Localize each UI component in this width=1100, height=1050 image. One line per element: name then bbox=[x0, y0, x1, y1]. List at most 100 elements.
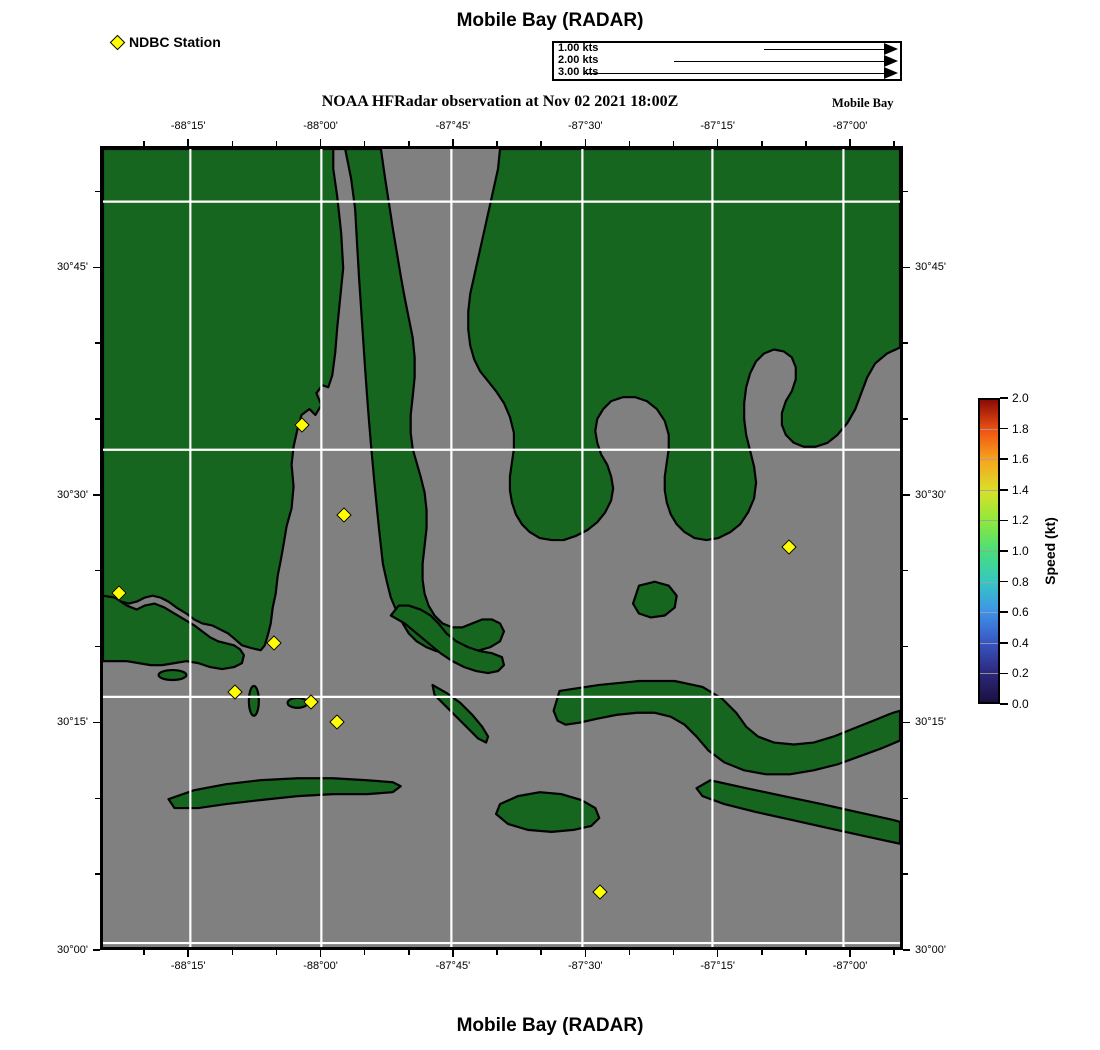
land-spit-southeast bbox=[431, 683, 490, 744]
tick-y-right bbox=[903, 721, 910, 724]
tick-y-right bbox=[903, 949, 910, 951]
tick-x-bottom-minor bbox=[628, 950, 631, 955]
land-islet-west-2 bbox=[247, 684, 260, 717]
colorbar-tick bbox=[1000, 672, 1008, 675]
tick-x-bottom bbox=[716, 950, 719, 957]
tick-x-top bbox=[319, 139, 322, 146]
tick-y-left-minor bbox=[95, 342, 100, 344]
tick-y-left-minor bbox=[95, 190, 100, 193]
x-axis-label-bottom: -87°30' bbox=[567, 960, 603, 972]
tick-x-top-minor bbox=[628, 141, 631, 146]
colorbar-tick bbox=[1000, 703, 1008, 705]
map-geometry bbox=[103, 149, 900, 947]
x-axis-label-top: -88°00' bbox=[303, 120, 338, 132]
colorbar-tick bbox=[1000, 580, 1008, 583]
colorbar-tick bbox=[1000, 519, 1008, 522]
tick-y-left-minor bbox=[95, 569, 100, 572]
tick-x-bottom-minor bbox=[231, 950, 234, 955]
x-axis-label-bottom: -87°15' bbox=[700, 960, 735, 972]
tick-y-right-minor bbox=[903, 797, 908, 800]
vector-scale-row: 3.00 kts bbox=[554, 66, 900, 80]
tick-x-top-minor bbox=[408, 141, 410, 146]
page-title: Mobile Bay (RADAR) bbox=[456, 10, 644, 31]
y-axis-label-left: 30°15' bbox=[57, 716, 88, 729]
x-axis-label-bottom: -88°00' bbox=[303, 960, 338, 972]
tick-x-bottom-minor bbox=[275, 950, 278, 955]
tick-x-bottom-minor bbox=[143, 950, 145, 955]
land-islet-west-1 bbox=[157, 668, 188, 682]
y-axis-label-right: 30°30' bbox=[915, 488, 946, 501]
colorbar-band-divider bbox=[980, 459, 998, 461]
vector-scale-arrow-shaft bbox=[764, 49, 884, 50]
tick-y-right bbox=[903, 494, 910, 496]
colorbar-tick-label: 2.0 bbox=[1012, 391, 1029, 405]
colorbar-band-divider bbox=[980, 673, 998, 675]
colorbar-tick bbox=[1000, 458, 1008, 460]
colorbar-band-divider bbox=[980, 642, 998, 644]
colorbar-tick bbox=[1000, 611, 1008, 613]
tick-x-top-minor bbox=[540, 141, 542, 146]
tick-y-left bbox=[93, 949, 100, 951]
land-central-peninsula bbox=[332, 149, 506, 655]
tick-x-bottom-minor bbox=[893, 950, 895, 955]
colorbar-band-divider bbox=[980, 520, 998, 522]
tick-x-top-minor bbox=[805, 141, 807, 146]
tick-x-bottom-minor bbox=[761, 950, 763, 955]
ndbc-station-legend-label: NDBC Station bbox=[129, 34, 221, 50]
vector-scale-legend: 1.00 kts 2.00 kts 3.00 kts bbox=[552, 41, 902, 81]
map-canvas[interactable] bbox=[100, 146, 903, 950]
tick-x-top bbox=[849, 139, 851, 146]
tick-y-left-minor bbox=[95, 418, 100, 420]
x-axis-label-top: -87°00' bbox=[832, 120, 868, 132]
tick-y-right-minor bbox=[903, 190, 908, 193]
land-polygons bbox=[103, 149, 900, 845]
colorbar-tick-label: 1.6 bbox=[1012, 452, 1029, 467]
tick-x-bottom-minor bbox=[805, 950, 807, 955]
tick-x-top-minor bbox=[893, 141, 895, 146]
vector-scale-arrow-head-icon bbox=[884, 67, 898, 79]
vector-scale-arrow-head-icon bbox=[884, 43, 898, 55]
tick-x-bottom-minor bbox=[363, 950, 366, 955]
tick-y-right bbox=[903, 266, 910, 269]
x-axis-label-top: -88°15' bbox=[170, 120, 206, 132]
x-axis-label-top: -87°15' bbox=[700, 120, 735, 132]
colorbar-title: Speed (kt) bbox=[1042, 517, 1058, 585]
colorbar-tick-label: 1.0 bbox=[1012, 544, 1029, 558]
colorbar-band-divider bbox=[980, 489, 998, 491]
y-axis-label-left: 30°45' bbox=[57, 261, 88, 274]
colorbar-tick-label: 0.0 bbox=[1012, 697, 1029, 711]
tick-x-bottom bbox=[319, 950, 322, 957]
vector-scale-label: 2.00 kts bbox=[558, 54, 599, 66]
tick-x-top bbox=[452, 139, 454, 146]
vector-scale-row: 1.00 kts bbox=[554, 42, 900, 56]
colorbar-band-divider bbox=[980, 551, 998, 552]
tick-x-bottom-minor bbox=[408, 950, 410, 955]
tick-x-top-minor bbox=[275, 141, 278, 146]
diamond-marker-icon bbox=[109, 34, 126, 50]
colorbar-tick-label: 1.2 bbox=[1012, 513, 1029, 528]
tick-x-top bbox=[187, 139, 189, 146]
tick-y-right-minor bbox=[903, 645, 908, 648]
land-dauphin-island bbox=[167, 777, 402, 810]
tick-y-left bbox=[93, 721, 100, 724]
colorbar-tick bbox=[1000, 550, 1008, 552]
x-axis-label-top: -87°45' bbox=[435, 120, 471, 132]
tick-x-bottom bbox=[187, 950, 189, 957]
land-southeast-barrier bbox=[552, 679, 900, 776]
tick-x-top bbox=[716, 139, 719, 146]
tick-x-top-minor bbox=[143, 141, 145, 146]
ndbc-station-legend: NDBC Station bbox=[109, 34, 221, 50]
observation-subtitle: NOAA HFRadar observation at Nov 02 2021 … bbox=[321, 93, 679, 110]
colorbar-tick-label: 1.4 bbox=[1012, 482, 1029, 497]
tick-x-bottom-minor bbox=[540, 950, 542, 955]
tick-x-bottom bbox=[584, 950, 587, 957]
tick-x-top-minor bbox=[231, 141, 234, 146]
land-inner-ne-1 bbox=[631, 580, 678, 619]
vector-scale-arrow-shaft bbox=[674, 61, 884, 62]
tick-x-top-minor bbox=[363, 141, 366, 146]
tick-x-top bbox=[584, 139, 587, 146]
colorbar-tick bbox=[1000, 642, 1008, 644]
region-label: Mobile Bay bbox=[832, 96, 894, 110]
y-axis-label-right: 30°45' bbox=[915, 261, 946, 274]
tick-y-right-minor bbox=[903, 342, 908, 344]
